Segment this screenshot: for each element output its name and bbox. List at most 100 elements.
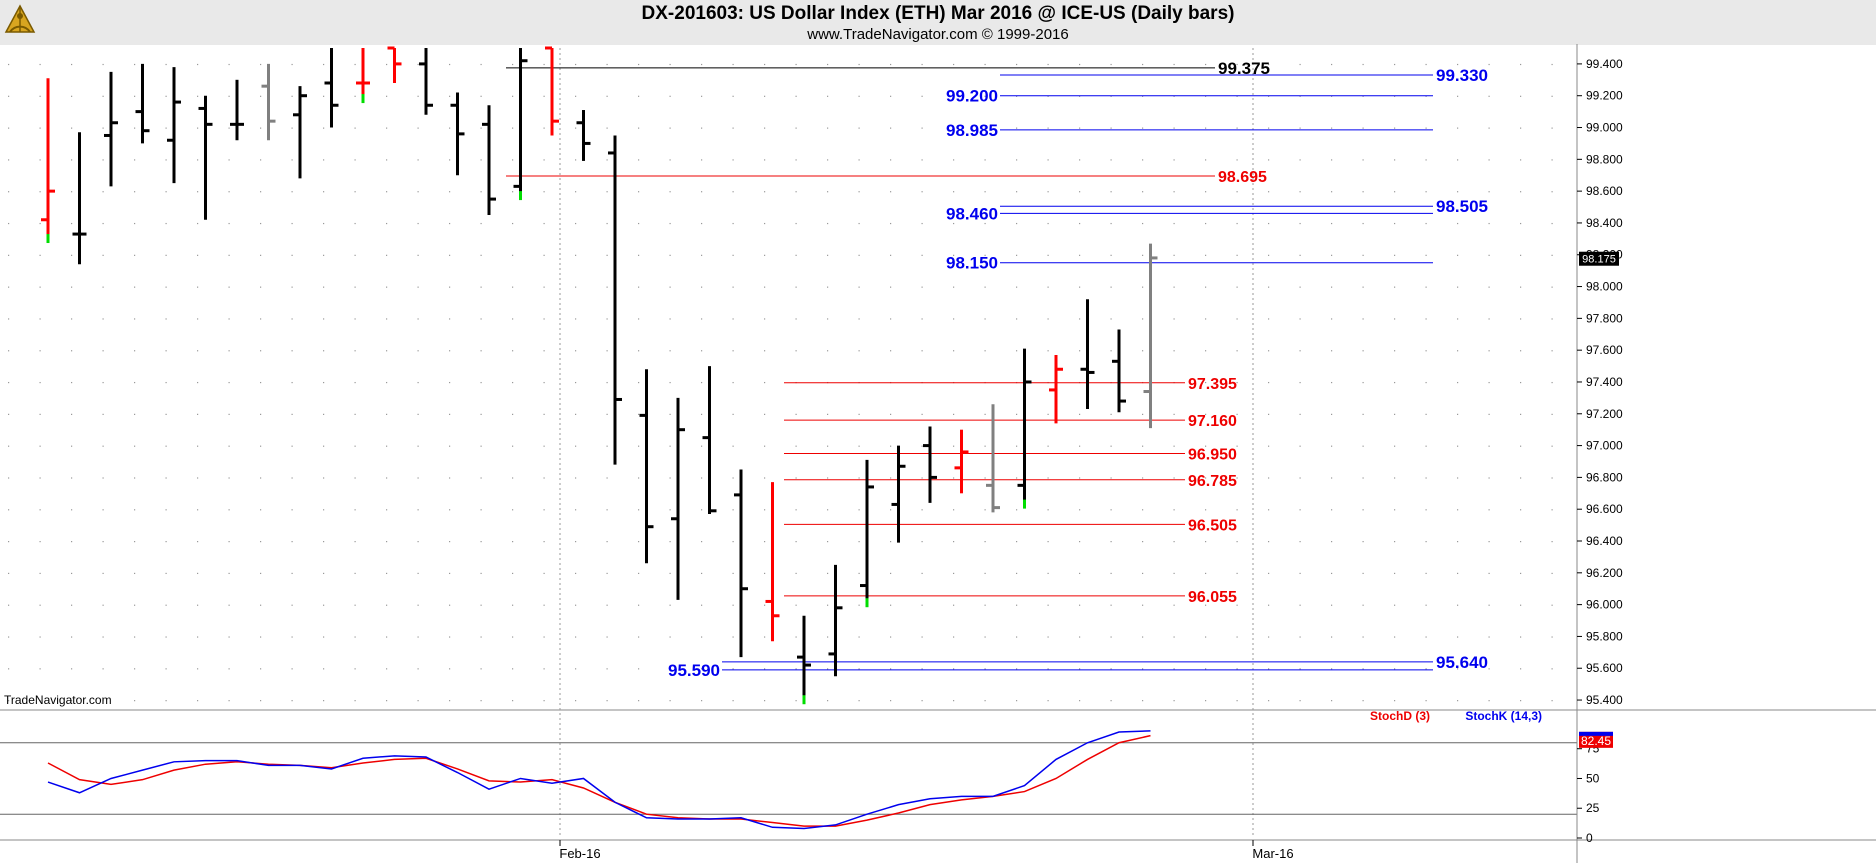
grid-dot bbox=[732, 191, 734, 193]
grid-dot bbox=[39, 636, 41, 638]
grid-dot bbox=[39, 381, 41, 384]
grid-dot bbox=[984, 572, 986, 575]
grid-dot bbox=[921, 604, 923, 606]
chart-title: DX-201603: US Dollar Index (ETH) Mar 201… bbox=[641, 3, 1235, 24]
grid-dot bbox=[134, 445, 136, 447]
grid-dot bbox=[417, 541, 419, 543]
y-tick-label: 99.000 bbox=[1586, 121, 1623, 135]
grid-dot bbox=[1394, 445, 1396, 447]
grid-dot bbox=[1268, 286, 1270, 288]
grid-dot bbox=[39, 604, 41, 606]
grid-dot bbox=[606, 381, 608, 384]
grid-dot bbox=[134, 127, 136, 129]
grid-dot bbox=[1173, 286, 1175, 288]
grid-dot bbox=[921, 222, 923, 225]
grid-dot bbox=[1142, 350, 1144, 352]
grid-dot bbox=[8, 63, 10, 66]
grid-dot bbox=[323, 286, 325, 288]
grid-dot bbox=[1079, 191, 1081, 193]
grid-dot bbox=[606, 159, 608, 161]
grid-dot bbox=[228, 127, 230, 129]
grid-dot bbox=[1425, 445, 1427, 447]
grid-dot bbox=[638, 95, 640, 97]
grid-dot bbox=[134, 286, 136, 288]
grid-dot bbox=[260, 445, 262, 447]
grid-dot bbox=[1520, 541, 1522, 543]
grid-dot bbox=[354, 95, 356, 97]
grid-dot bbox=[71, 127, 73, 129]
grid-dot bbox=[165, 350, 167, 352]
grid-dot bbox=[1551, 541, 1553, 543]
grid-dot bbox=[1425, 127, 1427, 129]
grid-dot bbox=[1079, 668, 1081, 670]
grid-dot bbox=[512, 604, 514, 606]
grid-dot bbox=[669, 668, 671, 670]
grid-dot bbox=[165, 445, 167, 447]
grid-dot bbox=[165, 318, 167, 320]
watermark-text: TradeNavigator.com bbox=[4, 693, 112, 707]
grid-dot bbox=[953, 127, 955, 129]
grid-dot bbox=[386, 222, 388, 225]
grid-dot bbox=[1520, 604, 1522, 606]
grid-dot bbox=[890, 541, 892, 543]
grid-dot bbox=[1268, 318, 1270, 320]
grid-dot bbox=[984, 127, 986, 129]
grid-dot bbox=[134, 541, 136, 543]
grid-dot bbox=[921, 636, 923, 638]
grid-dot bbox=[638, 254, 640, 256]
grid-dot bbox=[1331, 286, 1333, 288]
chart-header bbox=[0, 0, 1876, 45]
grid-dot bbox=[1016, 318, 1018, 320]
y-tick-label: 96.600 bbox=[1586, 502, 1623, 516]
grid-dot bbox=[638, 413, 640, 415]
stoch-y-tick-label: 0 bbox=[1586, 831, 1593, 845]
grid-dot bbox=[984, 668, 986, 670]
grid-dot bbox=[953, 509, 955, 511]
grid-dot bbox=[1110, 477, 1112, 479]
grid-dot bbox=[197, 318, 199, 320]
grid-dot bbox=[1299, 127, 1301, 129]
grid-dot bbox=[1173, 636, 1175, 638]
grid-dot bbox=[354, 381, 356, 384]
grid-dot bbox=[1205, 604, 1207, 606]
grid-dot bbox=[669, 95, 671, 97]
grid-dot bbox=[669, 477, 671, 479]
grid-dot bbox=[1394, 127, 1396, 129]
grid-dot bbox=[71, 63, 73, 66]
grid-dot bbox=[1299, 604, 1301, 606]
grid-dot bbox=[701, 541, 703, 543]
grid-dot bbox=[1394, 541, 1396, 543]
grid-dot bbox=[260, 159, 262, 161]
grid-dot bbox=[1520, 159, 1522, 161]
sextant-logo-icon bbox=[4, 4, 36, 33]
grid-dot bbox=[39, 572, 41, 575]
grid-dot bbox=[386, 286, 388, 288]
grid-dot bbox=[39, 127, 41, 129]
grid-dot bbox=[1110, 509, 1112, 511]
grid-dot bbox=[1173, 159, 1175, 161]
grid-dot bbox=[386, 413, 388, 415]
grid-dot bbox=[1362, 509, 1364, 511]
grid-dot bbox=[71, 541, 73, 543]
grid-dot bbox=[228, 254, 230, 256]
grid-dot bbox=[1425, 63, 1427, 66]
y-tick-label: 97.000 bbox=[1586, 439, 1623, 453]
grid-dot bbox=[39, 350, 41, 352]
grid-dot bbox=[1205, 318, 1207, 320]
grid-dot bbox=[1394, 286, 1396, 288]
grid-dot bbox=[827, 95, 829, 97]
grid-dot bbox=[1173, 318, 1175, 320]
grid-dot bbox=[165, 191, 167, 193]
grid-dot bbox=[858, 413, 860, 415]
grid-dot bbox=[102, 95, 104, 97]
grid-dot bbox=[39, 413, 41, 415]
grid-dot bbox=[1205, 413, 1207, 415]
grid-dot bbox=[291, 318, 293, 320]
grid-dot bbox=[260, 191, 262, 193]
grid-dot bbox=[386, 477, 388, 479]
grid-dot bbox=[1551, 127, 1553, 129]
grid-dot bbox=[323, 541, 325, 543]
grid-dot bbox=[8, 381, 10, 384]
price-bars bbox=[41, 46, 1158, 705]
grid-dot bbox=[1110, 604, 1112, 606]
